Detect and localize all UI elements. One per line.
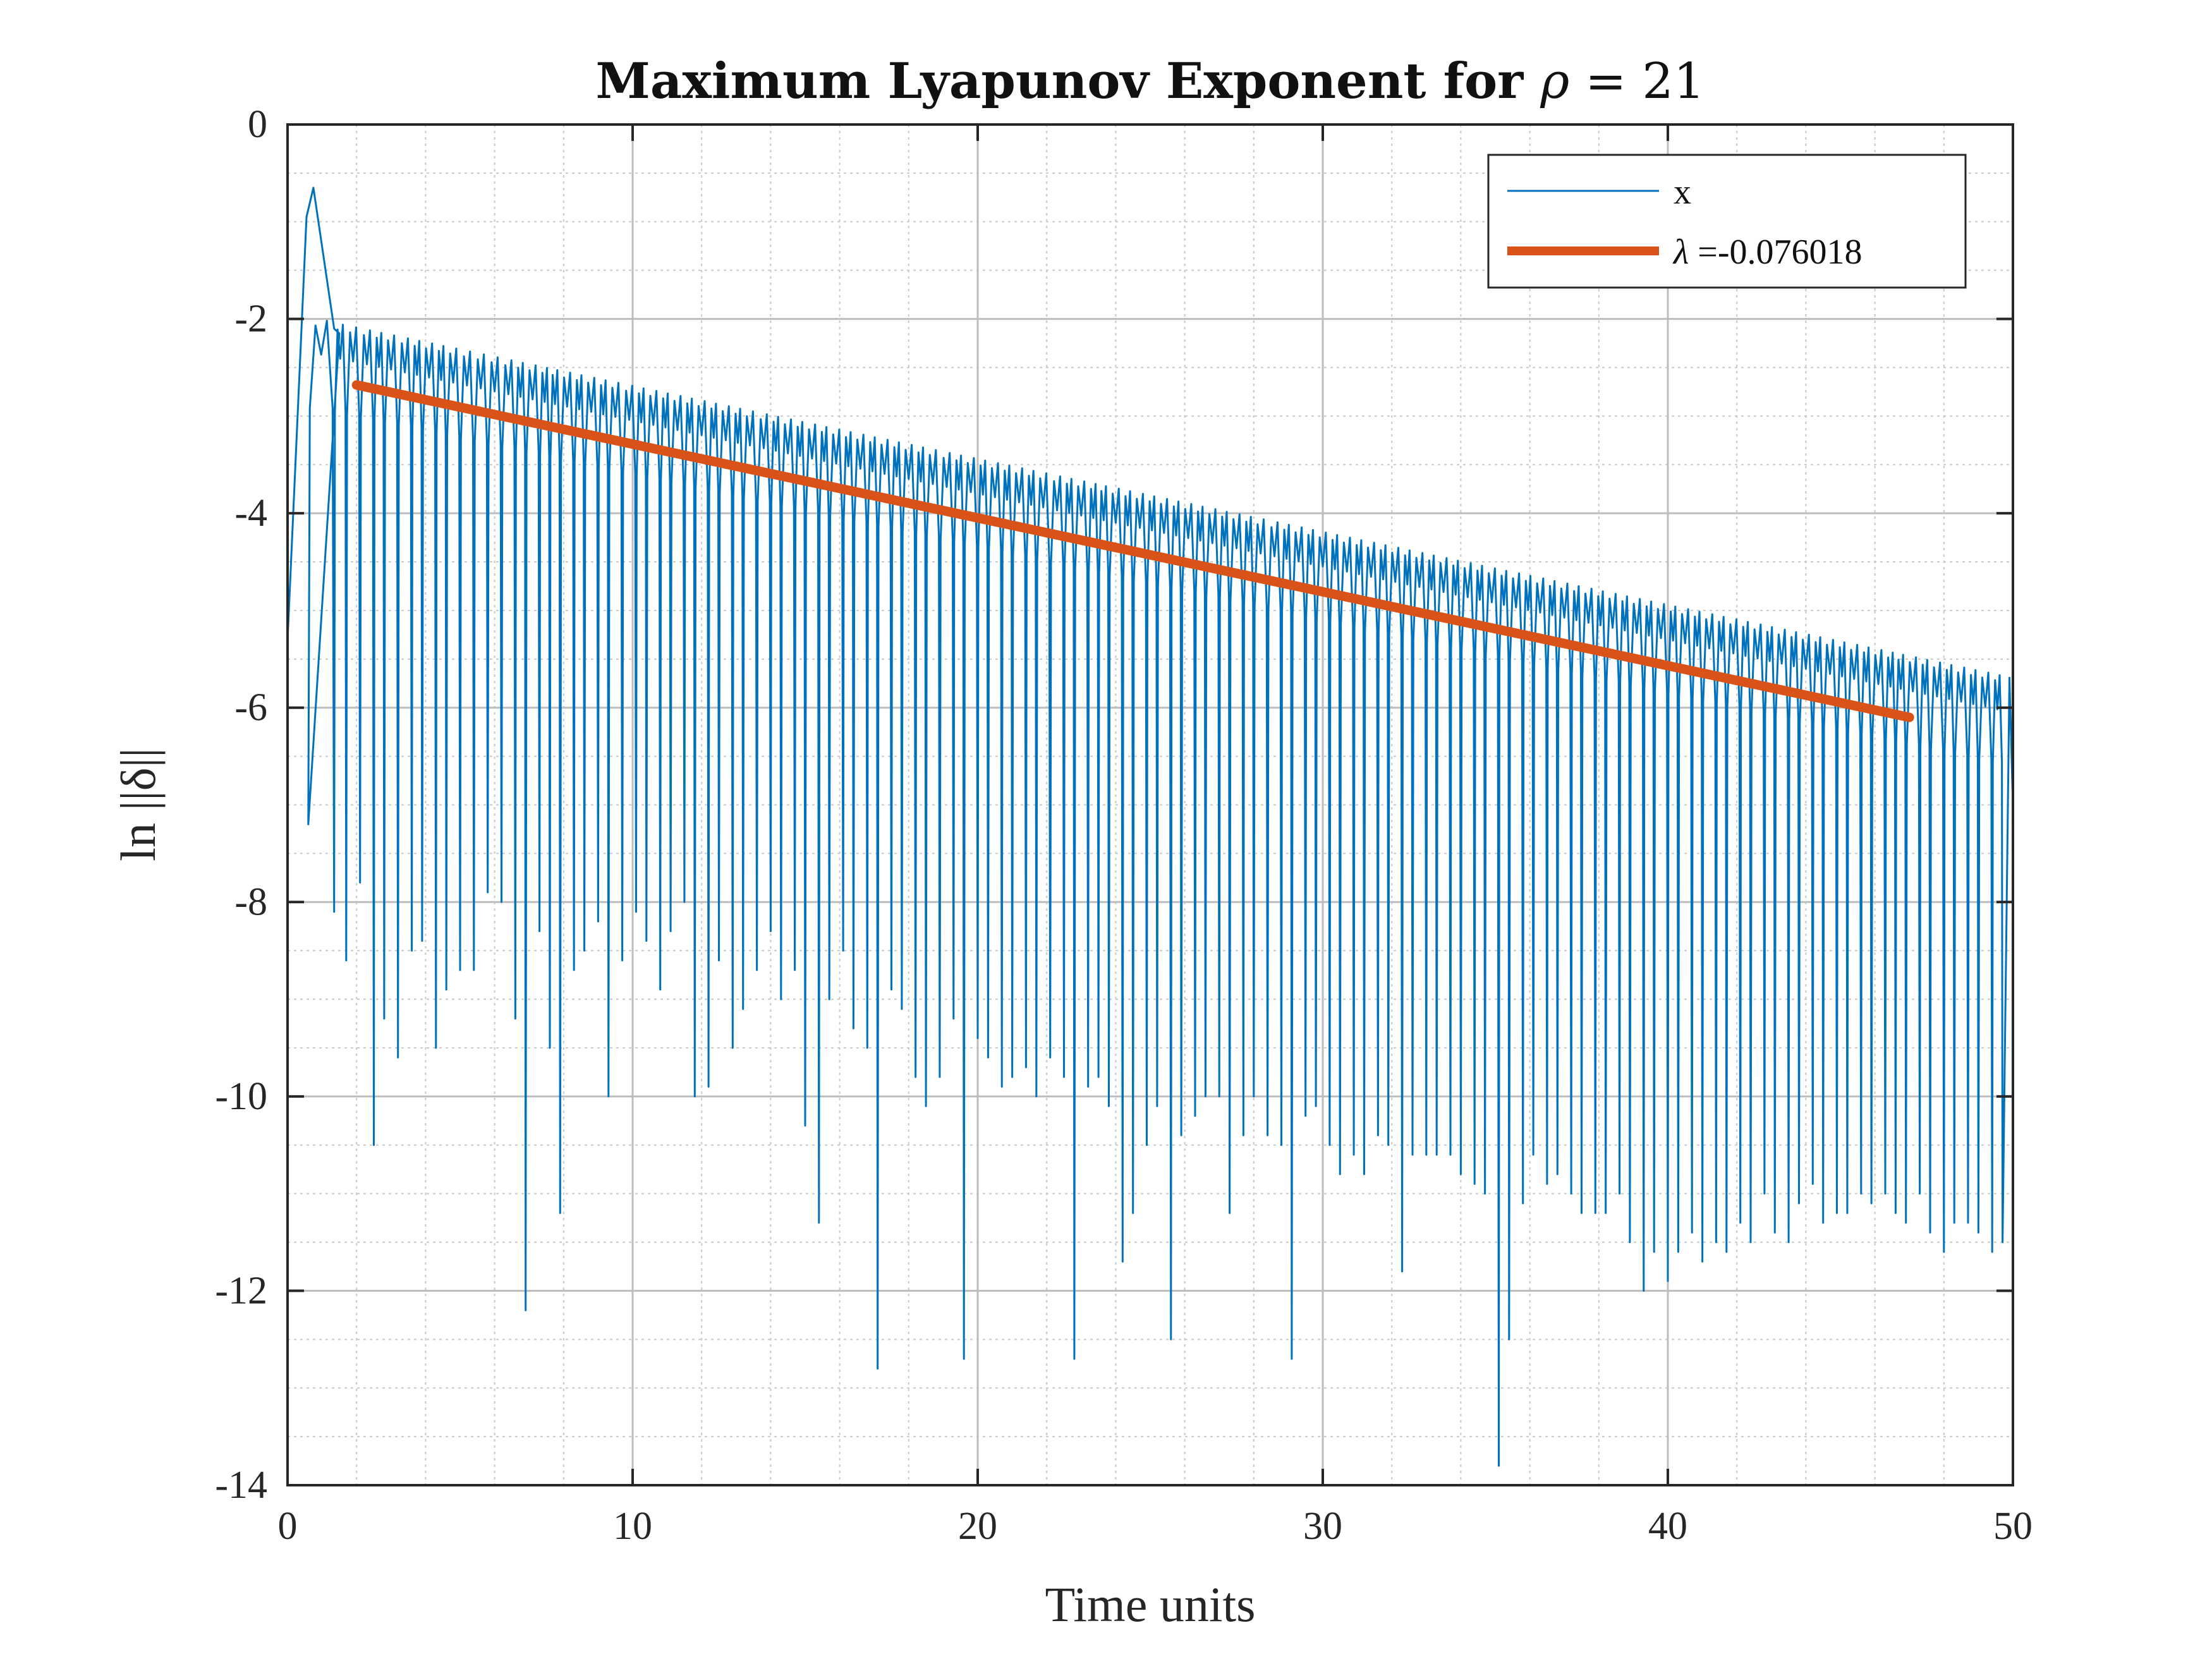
x-tick-label: 50 — [1993, 1505, 2033, 1548]
x-tick-label: 0 — [278, 1505, 298, 1548]
y-tick-label: -8 — [234, 880, 267, 923]
series-lambda-fit-line — [351, 380, 1914, 722]
legend-label-lambda: λ =-0.076018 — [1672, 233, 1863, 272]
y-tick-label: 0 — [248, 103, 267, 146]
legend-label-lambda-symbol: λ — [1672, 233, 1689, 272]
legend-box — [1487, 154, 1967, 289]
y-tick-label: -14 — [215, 1464, 267, 1507]
chart-title-symbol: ρ — [1540, 53, 1569, 110]
legend: x λ =-0.076018 — [1487, 154, 1967, 289]
plot-area-frame — [286, 123, 2014, 1486]
legend-label-lambda-value: =-0.076018 — [1689, 233, 1862, 272]
x-tick-label: 10 — [613, 1505, 652, 1548]
y-tick-label: -4 — [234, 492, 267, 535]
chart-title-main: Maximum Lyapunov Exponent for — [596, 52, 1541, 110]
chart-title: Maximum Lyapunov Exponent for ρ = 21 — [596, 52, 1705, 110]
chart-title-value: = 21 — [1569, 53, 1705, 110]
plot-series — [286, 186, 2014, 1467]
series-x-line — [286, 186, 2014, 1467]
x-tick-label: 20 — [958, 1505, 997, 1548]
y-tick-label: -10 — [215, 1075, 267, 1118]
x-axis-label: Time units — [1045, 1577, 1255, 1632]
legend-label-x: x — [1674, 173, 1691, 212]
x-tick-label: 40 — [1648, 1505, 1687, 1548]
y-axis-label: ln ||δ|| — [111, 748, 166, 861]
x-tick-label: 30 — [1303, 1505, 1342, 1548]
axis-ticks: 0 10 20 30 40 50 0 -2 -4 -6 -8 -10 -12 -14 — [215, 103, 2033, 1548]
y-tick-label: -6 — [234, 686, 267, 729]
y-tick-label: -2 — [234, 298, 267, 341]
y-tick-label: -12 — [215, 1269, 267, 1312]
